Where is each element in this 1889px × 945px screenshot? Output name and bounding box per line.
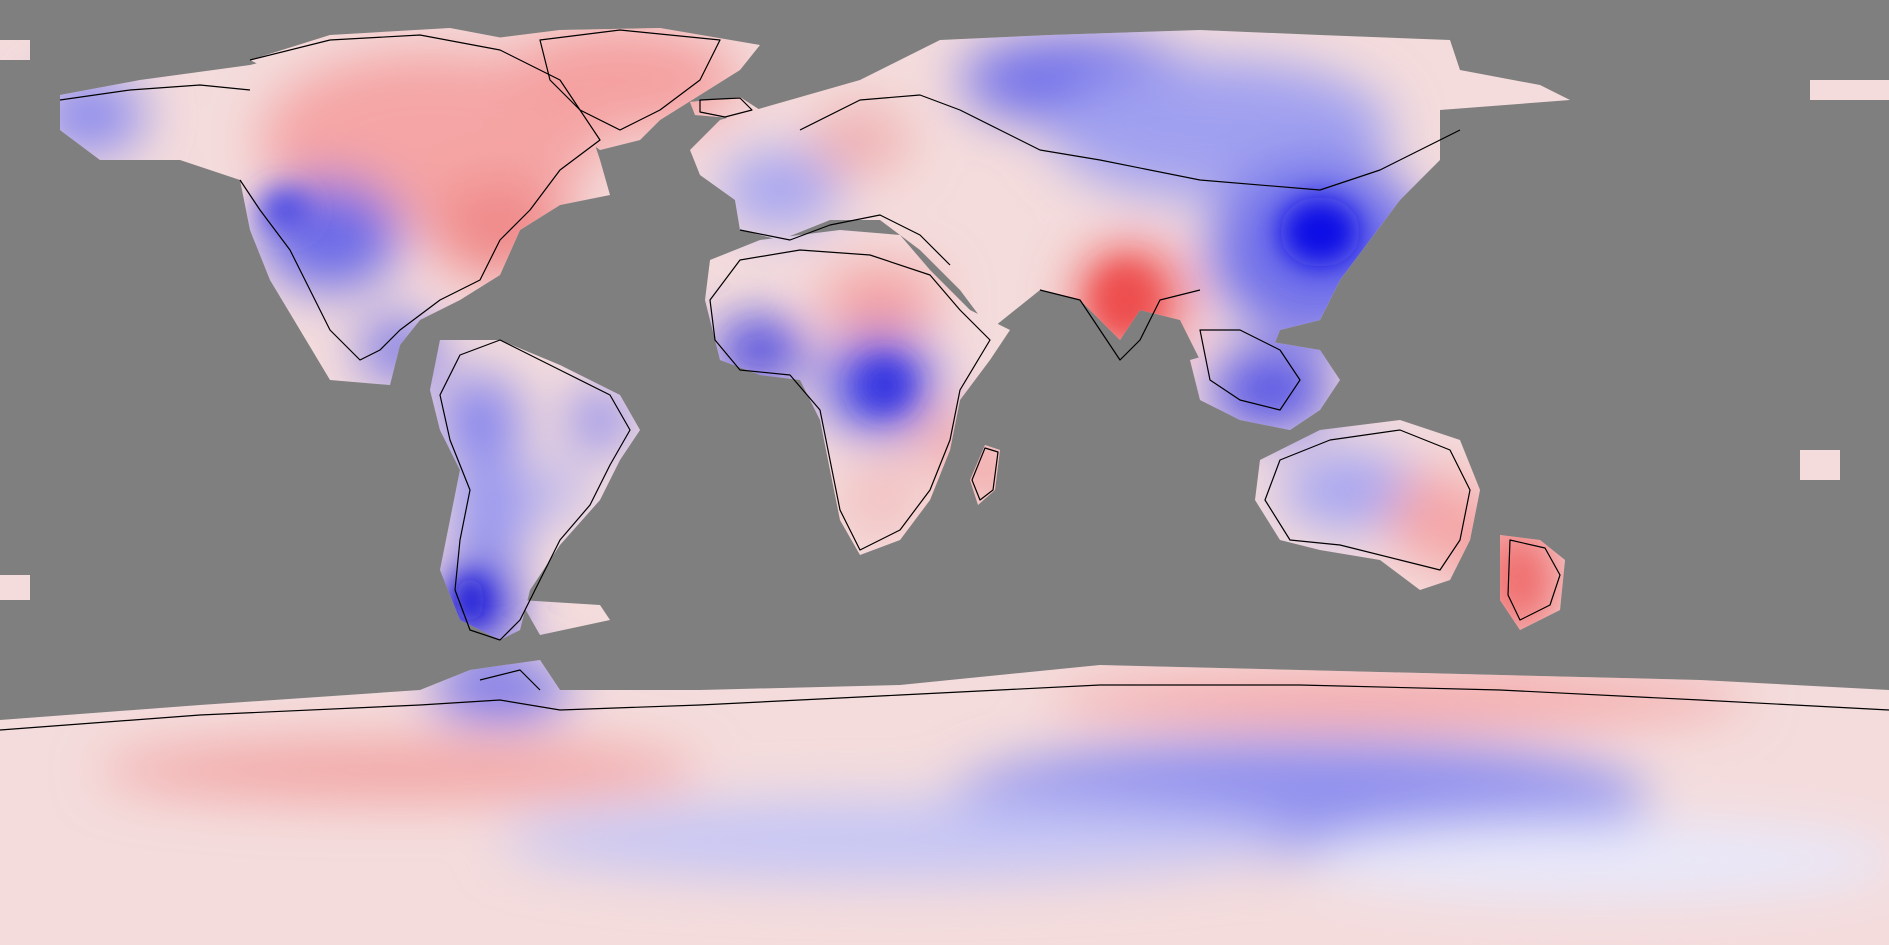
coastlines: [0, 29, 1889, 731]
